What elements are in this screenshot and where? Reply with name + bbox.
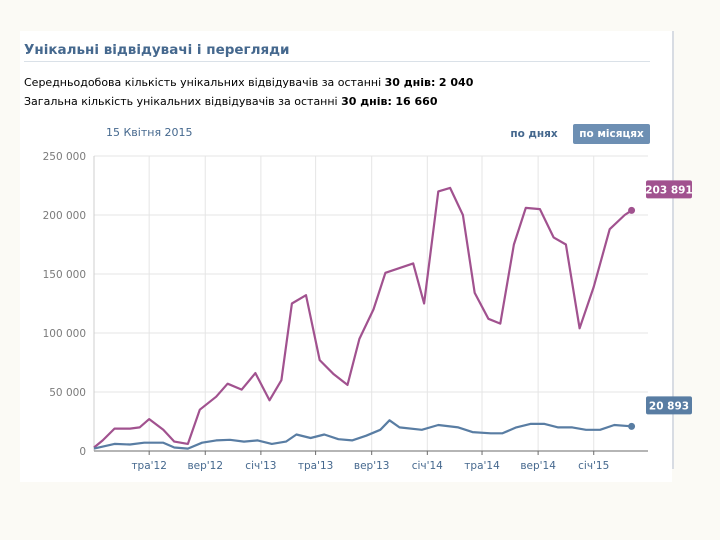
avg-visitors-text: Середньодобова кількість унікальних відв… xyxy=(24,76,385,89)
series-line-visitors xyxy=(93,419,632,450)
chart-end-labels: 203 891 20 893 xyxy=(645,180,693,415)
by-day-button[interactable]: по днях xyxy=(510,128,558,140)
chart-grid xyxy=(94,155,648,451)
x-tick-label: вер'14 xyxy=(520,460,556,472)
by-month-button[interactable]: по місяцях xyxy=(573,124,650,144)
y-tick-label: 200 000 xyxy=(43,210,86,222)
x-tick-label: тра'13 xyxy=(298,460,333,472)
x-tick-label: тра'12 xyxy=(131,460,166,472)
end-value-badge-views xyxy=(646,180,692,199)
end-value-badge-visitors xyxy=(646,396,692,415)
x-tick-label: вер'13 xyxy=(354,460,390,472)
x-tick-label: січ'15 xyxy=(578,460,609,472)
total-visitors-value: 16 660 xyxy=(395,95,438,108)
avg-visitors-value: 2 040 xyxy=(438,76,474,89)
total-visitors-period: 30 днів: xyxy=(341,95,392,108)
x-tick-label: вер'12 xyxy=(187,460,223,472)
y-tick-label: 100 000 xyxy=(43,328,86,340)
x-tick-label: тра'14 xyxy=(464,460,500,472)
total-visitors-stat: Загальна кількість унікальних відвідувач… xyxy=(24,95,438,108)
chart-date: 15 Квітня 2015 xyxy=(106,126,193,139)
avg-visitors-period: 30 днів: xyxy=(384,76,436,89)
card-right-border xyxy=(672,31,674,469)
chart-series xyxy=(93,186,636,450)
chart-axes: 0 50 000 100 000 150 000 200 000 250 000 тра'1… xyxy=(43,151,648,472)
end-value-label-views: 203 891 xyxy=(645,184,693,196)
page-title: Унікальні відвідувачі і перегляди xyxy=(24,42,290,58)
title-divider xyxy=(24,61,650,62)
stats-card xyxy=(20,31,672,482)
avg-visitors-stat: Середньодобова кількість унікальних відв… xyxy=(24,76,473,89)
y-tick-label: 0 xyxy=(79,446,86,458)
series-line-views xyxy=(93,186,633,449)
x-tick-label: січ'14 xyxy=(412,460,443,472)
series-end-point-views xyxy=(628,206,636,214)
y-tick-label: 50 000 xyxy=(49,387,86,399)
x-tick-label: січ'13 xyxy=(245,460,276,472)
y-tick-label: 150 000 xyxy=(43,269,86,281)
total-visitors-text: Загальна кількість унікальних відвідувач… xyxy=(24,95,342,108)
series-end-point-visitors xyxy=(628,422,636,430)
y-tick-label: 250 000 xyxy=(43,151,86,163)
end-value-label-visitors: 20 893 xyxy=(649,400,689,412)
